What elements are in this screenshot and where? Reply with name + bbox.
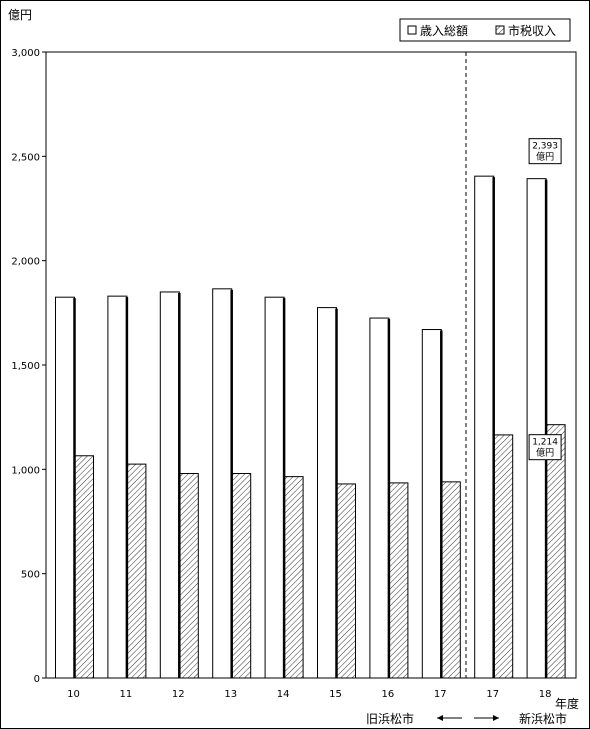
legend-box (399, 18, 571, 42)
y-tick-label: 2,500 (11, 152, 40, 163)
bars (55, 175, 566, 679)
y-tick-label: 1,000 (11, 465, 40, 476)
bar-tax (388, 482, 409, 679)
annotation-value: 1,214 (532, 438, 558, 448)
annotation-value: 2,393 (532, 142, 558, 152)
bar-total (107, 295, 128, 679)
legend-swatch-total (407, 25, 417, 35)
x-axis: 10 11 12 13 14 15 16 17 17 18 (67, 689, 551, 700)
x-tick-label: 11 (120, 689, 133, 700)
legend-label-tax: 市税収入 (508, 23, 556, 38)
x-tick-label: 12 (172, 689, 185, 700)
legend-swatch-tax (495, 25, 505, 35)
old-city-arrowhead (437, 715, 443, 721)
new-city-label: 新浜松市 (519, 711, 567, 726)
bar-total (264, 296, 285, 679)
legend-label-total: 歳入総額 (420, 24, 468, 38)
legend: 歳入総額 市税収入 (399, 18, 571, 42)
bar-total (421, 329, 442, 679)
x-unit-label: 年度 (555, 696, 579, 711)
x-tick-label: 17 (486, 689, 499, 700)
bar-tax (545, 424, 566, 679)
new-city-arrowhead (493, 715, 499, 721)
bar-total (55, 296, 75, 679)
bar-tax (283, 476, 304, 679)
bar-tax (493, 434, 514, 679)
bar-tax (231, 473, 252, 679)
annotation-unit: 億円 (536, 151, 554, 163)
y-tick-label: 3,000 (11, 48, 40, 59)
bar-total (526, 178, 547, 679)
x-tick-label: 17 (434, 689, 447, 700)
bar-total (317, 307, 337, 679)
old-city-label: 旧浜松市 (366, 711, 414, 726)
bar-total (159, 291, 180, 679)
bar-tax (126, 463, 147, 679)
x-tick-label: 16 (382, 689, 395, 700)
bar-total (212, 288, 233, 679)
bar-tax (74, 455, 94, 679)
x-tick-label: 15 (329, 689, 342, 700)
bar-total (474, 175, 495, 679)
y-tick-label: 2,000 (11, 257, 40, 268)
x-tick-label: 18 (539, 689, 552, 700)
bar-tax (178, 473, 199, 679)
bar-tax (440, 481, 461, 679)
y-tick-label: 500 (21, 570, 40, 581)
bar-tax (336, 483, 356, 679)
x-tick-label: 14 (277, 689, 290, 700)
annotation-box (528, 138, 562, 165)
y-tick-label: 0 (34, 674, 40, 685)
y-unit-label: 億円 (8, 8, 32, 22)
annotation-box (528, 434, 562, 461)
bar-total (369, 317, 390, 679)
y-axis: 0 500 1,000 1,500 2,000 2,500 3,000 (11, 48, 46, 685)
y-tick-label: 1,500 (11, 361, 40, 372)
x-tick-label: 13 (224, 689, 237, 700)
x-tick-label: 10 (67, 689, 80, 700)
annotation-unit: 億円 (536, 447, 554, 459)
